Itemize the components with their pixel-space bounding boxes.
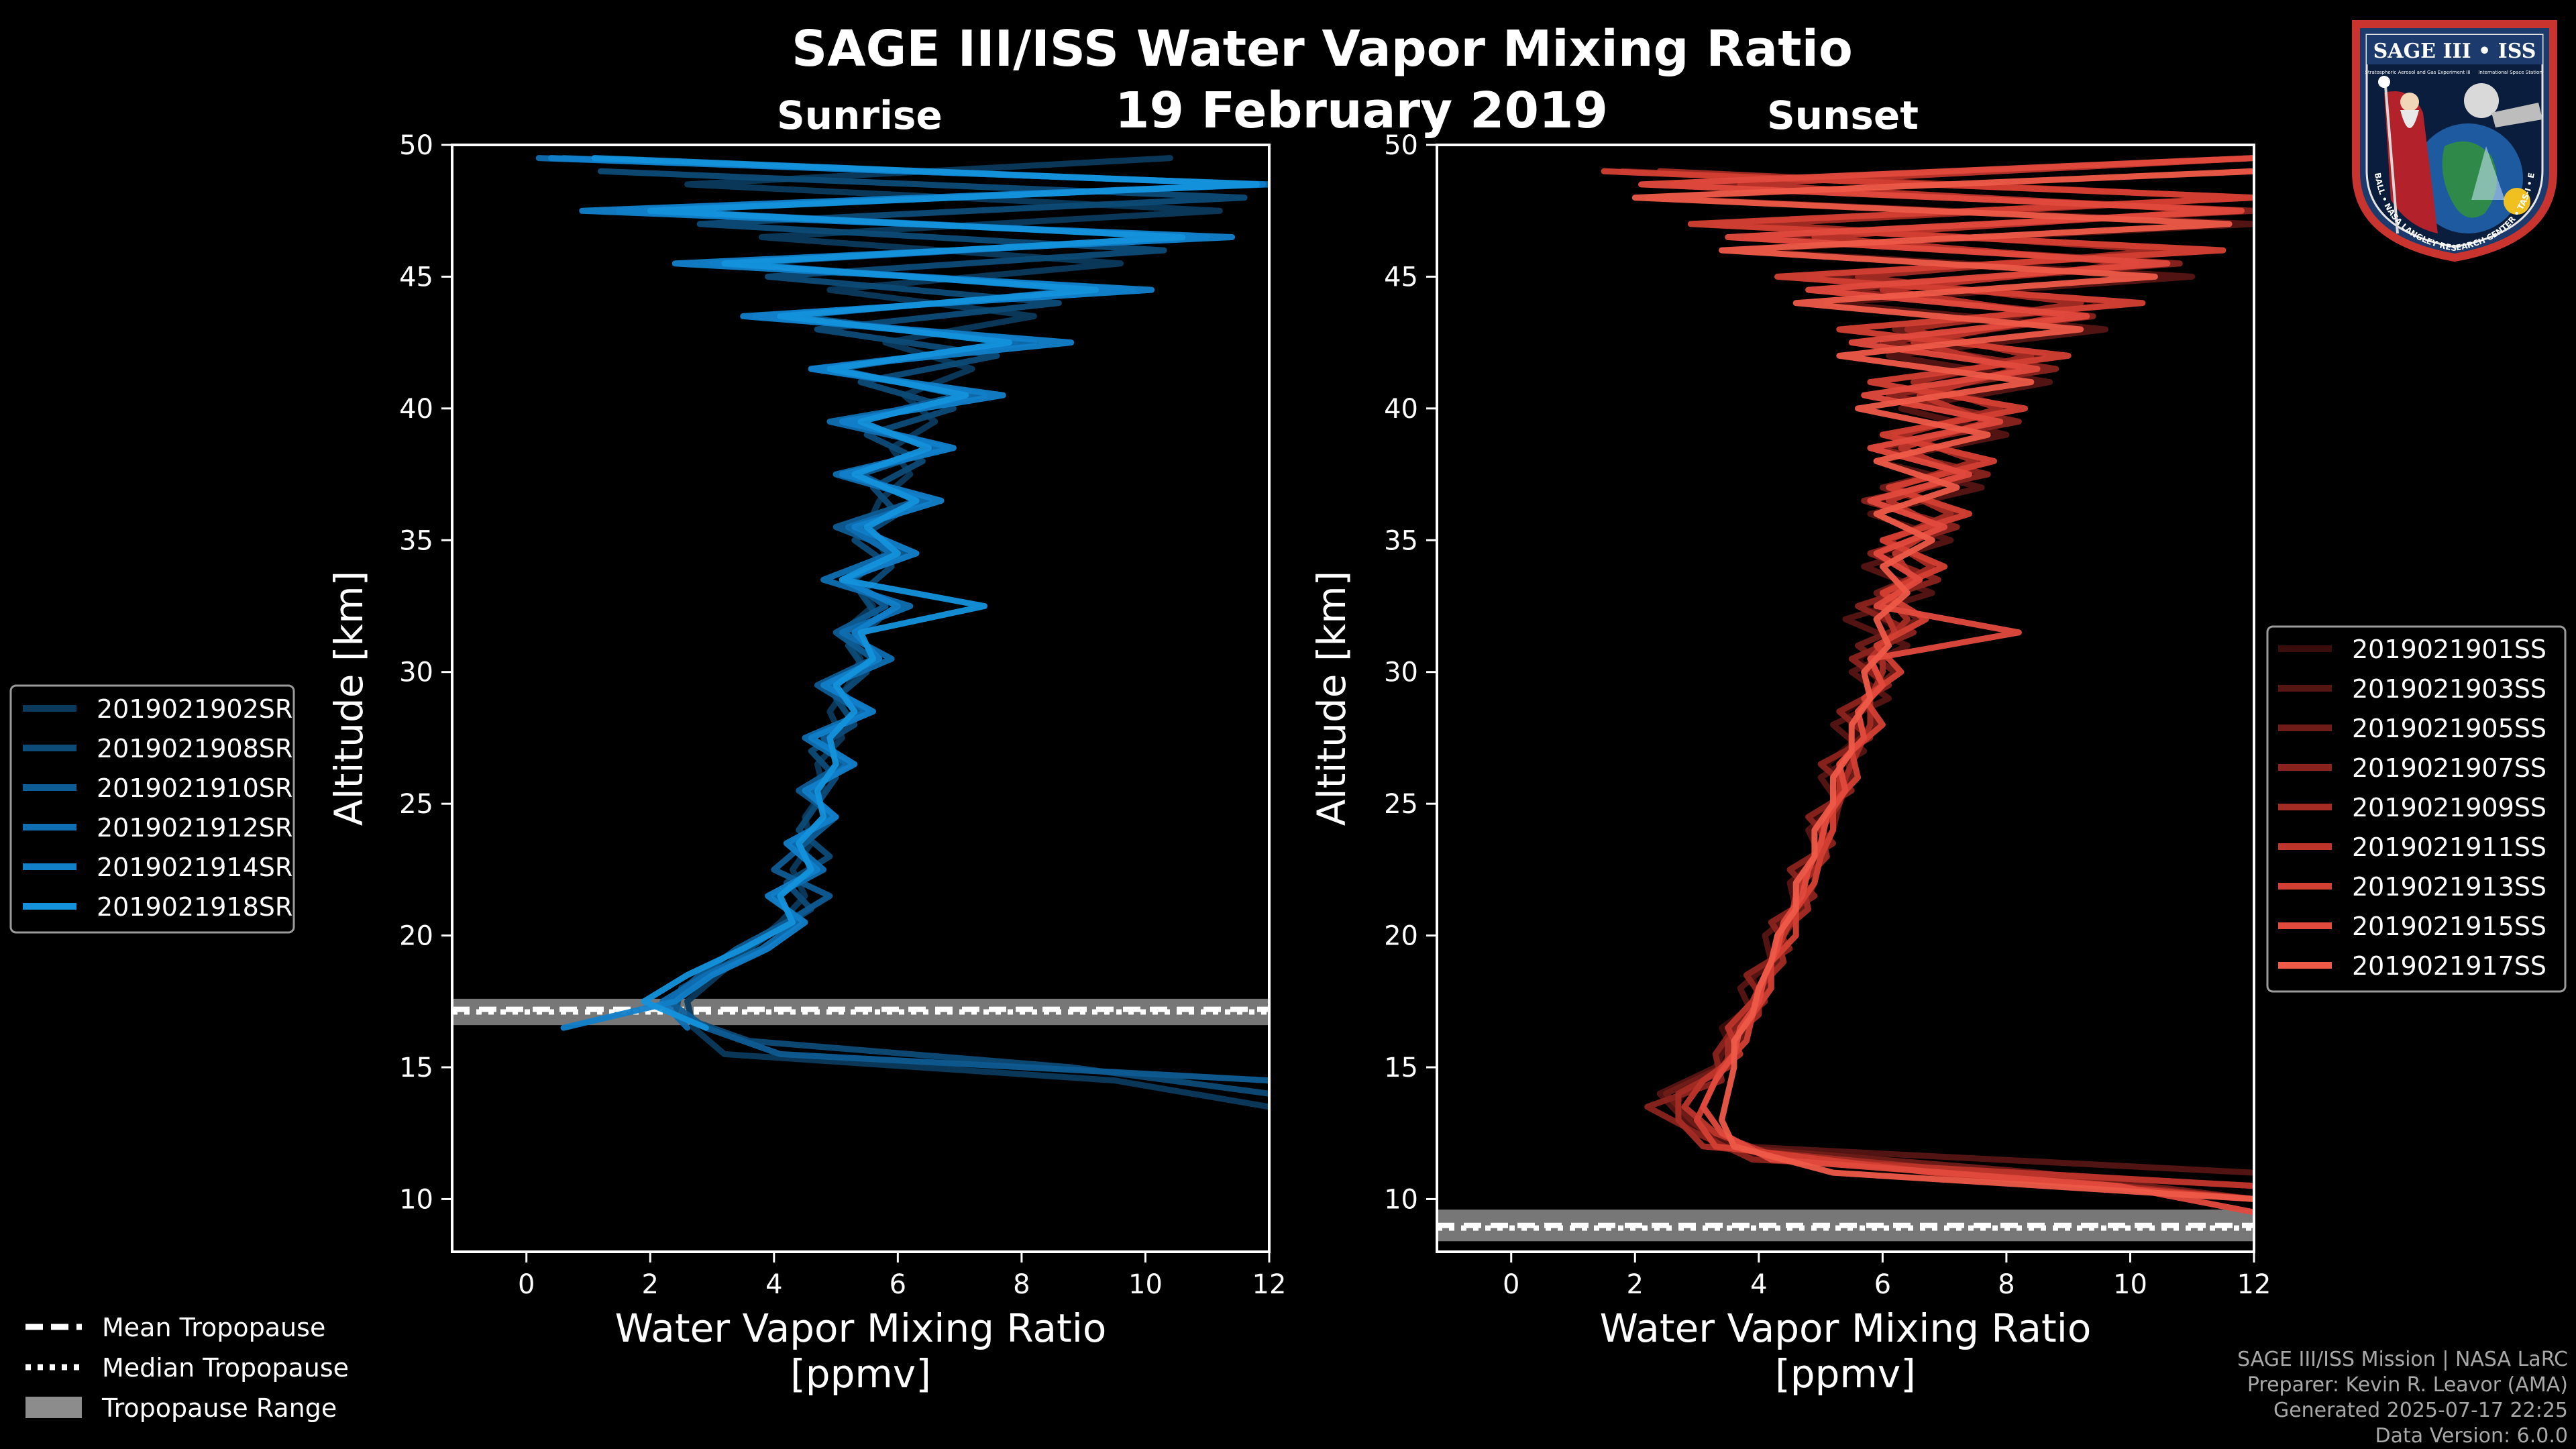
sunset-legend-entry: 2019021901SS bbox=[2352, 635, 2546, 664]
sunrise-xtick-label: 12 bbox=[1252, 1269, 1287, 1300]
sunrise-legend: 2019021902SR 2019021908SR 2019021910SR 2019… bbox=[9, 684, 295, 934]
sunrise-ytick-label: 10 bbox=[399, 1184, 433, 1215]
sunset-y-axis-label: Altitude [km] bbox=[1309, 571, 1354, 826]
sunrise-x-axis-label: Water Vapor Mixing Ratio bbox=[615, 1305, 1107, 1351]
sunrise-legend-entry: 2019021912SR bbox=[97, 813, 292, 843]
sunrise-ytick-label: 15 bbox=[399, 1053, 433, 1083]
badge-station: International Space Station bbox=[2478, 70, 2542, 75]
sunrise-legend-entry: 2019021918SR bbox=[97, 892, 292, 922]
sunset-legend-entry: 2019021909SS bbox=[2352, 793, 2546, 822]
sunset-ytick-label: 35 bbox=[1384, 525, 1418, 556]
sunset-ytick-label: 10 bbox=[1384, 1184, 1418, 1215]
sunrise-series-group bbox=[535, 155, 1269, 1110]
sunset-ytick-label: 15 bbox=[1384, 1053, 1418, 1083]
credits-block: SAGE III/ISS Mission | NASA LaRC Prepare… bbox=[2237, 1347, 2568, 1449]
sunrise-ytick-label: 20 bbox=[399, 921, 433, 952]
sunset-legend-entry: 2019021915SS bbox=[2352, 912, 2546, 941]
sunrise-x-axis-unit: [ppmv] bbox=[790, 1351, 931, 1397]
badge-title: SAGE III • ISS bbox=[2373, 40, 2536, 63]
sunrise-legend-entry: 2019021908SR bbox=[97, 734, 292, 763]
sunrise-y-axis-label: Altitude [km] bbox=[326, 571, 372, 826]
sunset-panel-title: Sunset bbox=[1767, 93, 1919, 138]
sunrise-plot-area bbox=[452, 145, 1269, 1252]
sunset-xtick-label: 0 bbox=[1503, 1269, 1519, 1300]
sunrise-xtick-label: 8 bbox=[1013, 1269, 1030, 1300]
credit-data-version: Data Version: 6.0.0 bbox=[2375, 1424, 2568, 1448]
sunset-legend-entry: 2019021913SS bbox=[2352, 872, 2546, 902]
sunset-xtick-label: 4 bbox=[1750, 1269, 1767, 1300]
sunset-xtick-label: 6 bbox=[1874, 1269, 1891, 1300]
sunrise-legend-entry: 2019021902SR bbox=[97, 694, 292, 724]
sunrise-xtick-label: 0 bbox=[518, 1269, 535, 1300]
credit-preparer: Preparer: Kevin R. Leavor (AMA) bbox=[2247, 1373, 2568, 1397]
sunset-series-line-2019021917SS bbox=[1631, 168, 2254, 1202]
sunset-panel: 0 2 4 6 8 10 12 10 15 20 25 30 35 40 45 50 Altitude [km]… bbox=[1309, 130, 2271, 1397]
date-subtitle: 19 February 2019 bbox=[1115, 82, 1609, 140]
sunrise-xtick-label: 4 bbox=[765, 1269, 782, 1300]
sunset-legend-entry: 2019021917SS bbox=[2352, 951, 2546, 981]
median-tropopause-label: Median Tropopause bbox=[102, 1353, 349, 1383]
sunset-legend-entry: 2019021905SS bbox=[2352, 714, 2546, 743]
sunrise-plot-frame bbox=[451, 144, 1271, 1253]
sunrise-panel: 0 2 4 6 8 10 12 10 15 20 25 30 35 40 45 50 Altitude [km]… bbox=[326, 130, 1286, 1397]
sunrise-ytick-label: 30 bbox=[399, 657, 433, 688]
sunrise-legend-frame bbox=[9, 684, 295, 934]
sunset-xtick-label: 8 bbox=[1998, 1269, 2015, 1300]
sunset-legend: 2019021901SS 2019021903SS 2019021905SS 2019… bbox=[2266, 625, 2567, 993]
sunset-legend-entry: 2019021911SS bbox=[2352, 833, 2546, 862]
sunset-ytick-label: 30 bbox=[1384, 657, 1418, 688]
sunrise-ytick-label: 35 bbox=[399, 525, 433, 556]
sunset-series-group bbox=[1601, 155, 2254, 1216]
tropopause-range-swatch bbox=[25, 1397, 82, 1418]
sunrise-series-line-2019021918SR bbox=[591, 155, 1260, 1031]
sunset-x-axis-label: Water Vapor Mixing Ratio bbox=[1600, 1305, 2092, 1351]
sunset-xtick-label: 2 bbox=[1627, 1269, 1644, 1300]
credit-mission: SAGE III/ISS Mission | NASA LaRC bbox=[2237, 1348, 2568, 1371]
sunrise-panel-title: Sunrise bbox=[777, 93, 943, 138]
main-title: SAGE III/ISS Water Vapor Mixing Ratio bbox=[792, 20, 1853, 78]
tropopause-legend: Mean Tropopause Median Tropopause Tropopau… bbox=[25, 1313, 349, 1423]
sunset-xtick-label: 12 bbox=[2237, 1269, 2271, 1300]
tropopause-range-label: Tropopause Range bbox=[101, 1393, 337, 1423]
sunrise-xtick-label: 10 bbox=[1128, 1269, 1163, 1300]
sunset-legend-frame bbox=[2266, 625, 2567, 993]
sunset-ytick-label: 40 bbox=[1384, 394, 1418, 425]
sunset-ytick-label: 25 bbox=[1384, 789, 1418, 820]
mean-tropopause-label: Mean Tropopause bbox=[102, 1313, 325, 1342]
sunrise-ytick-label: 50 bbox=[399, 130, 433, 161]
sunset-legend-entry: 2019021903SS bbox=[2352, 674, 2546, 704]
sunset-ytick-label: 50 bbox=[1384, 130, 1418, 161]
credit-generated: Generated 2025-07-17 22:25 bbox=[2273, 1399, 2568, 1422]
sunset-plot-frame bbox=[1436, 144, 2255, 1253]
badge-subtitle: Stratospheric Aerosol and Gas Experiment… bbox=[2365, 70, 2470, 75]
sunrise-ytick-label: 25 bbox=[399, 789, 433, 820]
sunrise-xtick-label: 2 bbox=[642, 1269, 659, 1300]
mission-patch-logo: SAGE III • ISS Stratospheric Aerosol and… bbox=[2344, 12, 2557, 262]
sunrise-ytick-label: 45 bbox=[399, 262, 433, 292]
sunset-ytick-label: 20 bbox=[1384, 921, 1418, 952]
sunrise-legend-entry: 2019021914SR bbox=[97, 853, 292, 882]
sunrise-xtick-label: 6 bbox=[890, 1269, 906, 1300]
sunset-legend-entry: 2019021907SS bbox=[2352, 753, 2546, 783]
sunset-xtick-label: 10 bbox=[2113, 1269, 2147, 1300]
sunset-ytick-label: 45 bbox=[1384, 262, 1418, 292]
sunset-plot-area bbox=[1437, 145, 2254, 1252]
sunset-x-axis-unit: [ppmv] bbox=[1775, 1351, 1916, 1397]
sunrise-legend-entry: 2019021910SR bbox=[97, 773, 292, 803]
sunrise-ytick-label: 40 bbox=[399, 394, 433, 425]
